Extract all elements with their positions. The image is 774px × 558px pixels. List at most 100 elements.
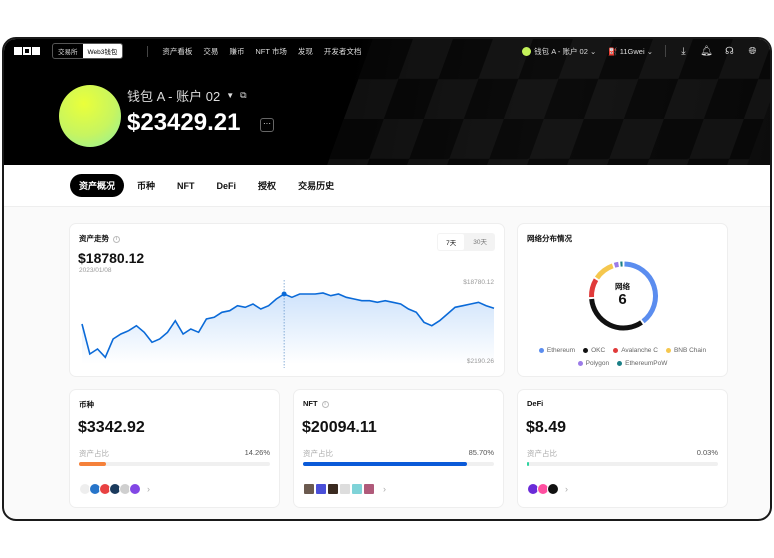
summary-card-0[interactable]: 币种 $3342.92 资产占比 14.26% ›: [69, 389, 280, 508]
chevron-right-icon[interactable]: ›: [147, 484, 150, 494]
caret-down-icon: ▼: [226, 91, 235, 100]
headset-icon[interactable]: ☊: [725, 45, 734, 57]
donut-center-label: 网络: [615, 282, 630, 291]
share-bar: [303, 462, 494, 466]
highlight-point[interactable]: [281, 291, 287, 297]
chevron-right-icon[interactable]: ›: [565, 484, 568, 494]
tab-1[interactable]: 币种: [137, 181, 156, 191]
y-min-label: $2190.26: [466, 358, 494, 365]
legend-item[interactable]: Avalanche C: [613, 347, 658, 354]
share-label: 资产占比: [79, 449, 109, 458]
legend-dot: [617, 360, 623, 366]
tab-0[interactable]: 资产概况: [70, 174, 125, 197]
tab-2[interactable]: NFT: [177, 180, 195, 191]
top-nav: 交易所 Web3钱包 资产看板 交易 赚币 NFT 市场 发现 开发者文档 钱包 A - …: [4, 39, 770, 63]
asset-icon: [129, 483, 141, 495]
segment-web3-wallet[interactable]: Web3钱包: [82, 44, 123, 58]
nav-link[interactable]: 交易: [203, 46, 219, 56]
card-value: $8.49: [526, 419, 567, 436]
network-card: 网络分布情况 网络 6 Ethereum OKC Avalanche C BNB Ch…: [517, 223, 728, 377]
share-label: 资产占比: [303, 449, 333, 458]
header-banner: 交易所 Web3钱包 资产看板 交易 赚币 NFT 市场 发现 开发者文档 钱包 A - …: [4, 39, 770, 165]
legend-item[interactable]: OKC: [583, 347, 605, 354]
range-toggle: 7天 30天: [437, 233, 495, 251]
share-percent: 14.26%: [244, 448, 270, 457]
summary-card-2[interactable]: DeFi $8.49 资产占比 0.03% ›: [517, 389, 728, 508]
tab-5[interactable]: 交易历史: [298, 181, 335, 191]
wallet-avatar-large: [59, 85, 121, 147]
mode-switch: 交易所 Web3钱包: [52, 43, 124, 59]
slice-ethereum[interactable]: [624, 261, 658, 324]
slice-avalanche-c[interactable]: [589, 278, 599, 298]
share-bar-fill: [79, 462, 107, 466]
slice-polygon[interactable]: [613, 261, 619, 268]
info-icon[interactable]: i: [321, 400, 329, 408]
legend-label: BNB Chain: [673, 347, 707, 354]
legend-item[interactable]: BNB Chain: [665, 347, 707, 354]
wallet-name-selector[interactable]: 钱包 A - 账户 02 ▼ ⧉: [127, 89, 247, 104]
asset-icon: [363, 483, 375, 495]
more-button[interactable]: ···: [260, 118, 274, 132]
legend-item[interactable]: EthereumPoW: [617, 360, 667, 367]
area-fill: [82, 293, 494, 364]
range-30d[interactable]: 30天: [473, 239, 487, 246]
asset-icon: [315, 483, 327, 495]
tab-4[interactable]: 授权: [258, 181, 277, 191]
card-value: $20094.11: [302, 419, 377, 436]
range-7d[interactable]: 7天: [438, 234, 465, 250]
chevron-down-icon: ⌄: [590, 46, 597, 56]
chevron-down-icon: ⌄: [646, 46, 653, 56]
asset-icon: [327, 483, 339, 495]
nav-link[interactable]: 资产看板: [162, 46, 193, 56]
app-window: 交易所 Web3钱包 资产看板 交易 赚币 NFT 市场 发现 开发者文档 钱包 A - …: [2, 37, 772, 521]
y-max-label: $18780.12: [463, 279, 494, 286]
summary-card-1[interactable]: NFT i $20094.11 资产占比 85.70% ›: [293, 389, 504, 508]
legend-dot: [538, 347, 544, 353]
legend-dot: [577, 360, 583, 366]
legend-item[interactable]: Ethereum: [538, 347, 575, 354]
nav-link[interactable]: 发现: [297, 46, 313, 56]
gas-selector[interactable]: ⛽ 11Gwei ⌄: [608, 46, 653, 56]
trend-chart[interactable]: [70, 224, 506, 378]
tab-bar: 资产概况 币种 NFT DeFi 授权 交易历史: [4, 165, 770, 207]
legend-dot: [613, 347, 619, 353]
slice-okc[interactable]: [589, 298, 643, 331]
share-percent: 85.70%: [468, 448, 494, 457]
share-bar-fill: [303, 462, 467, 466]
total-balance: $23429.21: [127, 109, 241, 136]
card-value: $3342.92: [78, 419, 145, 436]
globe-icon[interactable]: 🌐︎: [748, 45, 757, 57]
legend-label: Polygon: [585, 360, 610, 367]
tab-3[interactable]: DeFi: [216, 180, 237, 191]
trend-date: 2023/01/08: [79, 267, 112, 274]
wallet-selector[interactable]: 钱包 A - 账户 02 ⌄: [522, 46, 596, 57]
chevron-right-icon[interactable]: ›: [383, 484, 386, 494]
card-title: 币种: [79, 400, 94, 409]
bell-icon[interactable]: 🔔︎: [700, 45, 713, 57]
segment-exchange[interactable]: 交易所: [58, 49, 78, 56]
asset-icon: [339, 483, 351, 495]
okx-logo[interactable]: [14, 47, 40, 55]
nav-link[interactable]: 赚币: [229, 46, 245, 56]
legend-label: EthereumPoW: [625, 360, 668, 367]
asset-icon: [547, 483, 559, 495]
info-icon[interactable]: i: [113, 235, 120, 243]
legend-dot: [583, 347, 589, 353]
asset-icons[interactable]: ›: [303, 483, 386, 495]
asset-icons[interactable]: ›: [527, 483, 568, 495]
asset-icon: [351, 483, 363, 495]
share-label: 资产占比: [527, 449, 557, 458]
nav-link[interactable]: 开发者文档: [323, 46, 362, 56]
asset-icons[interactable]: ›: [79, 483, 150, 495]
card-title: NFT: [303, 399, 318, 408]
legend-label: Avalanche C: [621, 347, 658, 354]
legend-item[interactable]: Polygon: [577, 360, 610, 367]
share-percent: 0.03%: [696, 448, 718, 457]
nav-link[interactable]: NFT 市场: [255, 46, 287, 56]
copy-icon[interactable]: ⧉: [240, 90, 247, 100]
network-donut[interactable]: [518, 224, 729, 344]
download-icon[interactable]: ⤓: [681, 45, 686, 57]
slice-bnb-chain[interactable]: [594, 263, 614, 280]
share-bar: [527, 462, 718, 466]
series-line: [81, 292, 495, 359]
